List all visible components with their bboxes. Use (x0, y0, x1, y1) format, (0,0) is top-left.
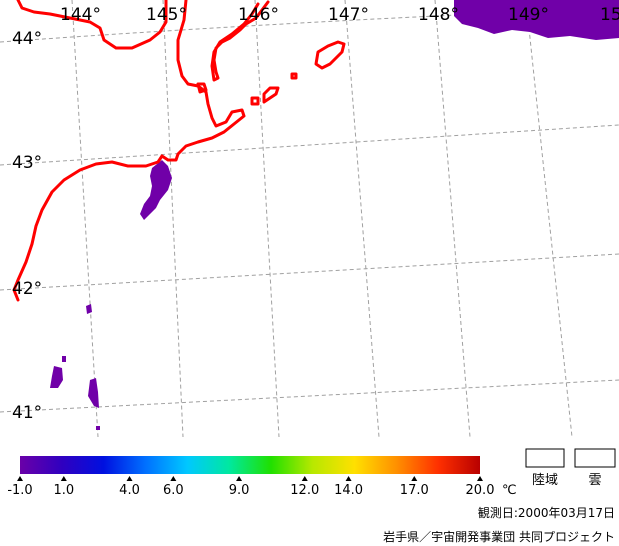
colorbar-gradient (20, 456, 480, 474)
map-area (0, 0, 619, 437)
cold-water-patch-northeast (454, 0, 619, 40)
graticule (0, 0, 619, 438)
colorbar-ticks: -1.0 1.0 4.0 6.0 9.0 12.0 14.0 17.0 20.0 (7, 476, 494, 498)
coastlines (12, 0, 346, 302)
hokkaido-north-coast (16, 0, 168, 50)
small-islet (196, 82, 208, 94)
cold-water-patch-small-2 (50, 366, 63, 388)
shiretoko-peninsula (210, 0, 270, 82)
colorbar: -1.0 1.0 4.0 6.0 9.0 12.0 14.0 17.0 20.0 ℃ (7, 456, 517, 498)
cold-water-patch-small-5 (96, 426, 100, 430)
colorbar-tick-label: 6.0 (163, 483, 184, 498)
habomai-islet (250, 96, 260, 106)
credit-text: 岩手県／宇宙開発事業団 共同プロジェクト (383, 530, 615, 544)
longitude-label: 149° (508, 5, 549, 25)
colorbar-tick-mark (126, 476, 133, 481)
latitude-line-42 (0, 253, 619, 291)
latitude-label: 42° (12, 279, 42, 299)
colorbar-tick-mark (477, 476, 483, 481)
longitude-line-149 (525, 0, 573, 438)
longitude-label: 145° (146, 5, 187, 25)
colorbar-tick-label: 17.0 (400, 483, 429, 498)
colorbar-tick-mark (345, 476, 352, 481)
latitude-label: 41° (12, 403, 42, 423)
longitude-label: 147° (328, 5, 369, 25)
legend: 陸域 雲 (525, 448, 616, 488)
colorbar-tick-label: 1.0 (53, 483, 74, 498)
cold-water-patch-small-3 (88, 378, 99, 408)
colorbar-tick-mark (411, 476, 418, 481)
colorbar-tick-label: -1.0 (7, 483, 32, 498)
longitude-line-148 (434, 0, 471, 438)
latitude-line-41 (0, 379, 619, 413)
land-legend-label: 陸域 (532, 472, 558, 488)
latitude-label: 43° (12, 153, 42, 173)
colorbar-tick-mark (301, 476, 308, 481)
colorbar-unit: ℃ (502, 483, 517, 498)
colorbar-tick-label: 9.0 (229, 483, 250, 498)
longitude-line-145 (162, 0, 184, 438)
longitude-label: 148° (418, 5, 459, 25)
etorofu-island (314, 40, 346, 70)
colorbar-tick-label: 20.0 (466, 483, 495, 498)
colorbar-tick-label: 4.0 (119, 483, 140, 498)
colorbar-tick-label: 12.0 (290, 483, 319, 498)
longitude-label: 144° (60, 5, 101, 25)
cold-water-patch-small-1 (86, 304, 92, 314)
hokkaido-east-coast (12, 0, 246, 302)
kunashiri-islet (290, 72, 298, 80)
colorbar-tick-mark (60, 476, 67, 481)
observation-date: 観測日:2000年03月17日 (477, 506, 615, 520)
cold-water-patch-small-4 (62, 356, 66, 362)
latitude-label: 44° (12, 29, 42, 49)
longitude-label: 15 (600, 5, 619, 25)
cloud-legend-swatch (574, 448, 616, 468)
cold-water-regions (50, 0, 619, 430)
cold-water-patch-nemuro (140, 160, 172, 220)
latitude-line-43 (0, 124, 619, 166)
longitude-line-144 (71, 0, 99, 438)
longitude-labels: 144° 145° 146° 147° 148° 149° 15 (60, 5, 619, 25)
colorbar-tick-mark (17, 476, 23, 481)
latitude-labels: 44° 43° 42° 41° (12, 29, 42, 423)
cloud-legend-label: 雲 (588, 473, 601, 488)
longitude-line-147 (344, 0, 380, 438)
longitude-line-146 (254, 0, 280, 438)
colorbar-tick-label: 14.0 (334, 483, 363, 498)
colorbar-tick-mark (236, 476, 243, 481)
longitude-label: 146° (238, 5, 279, 25)
colorbar-tick-mark (170, 476, 177, 481)
shikotan-island (262, 86, 280, 104)
land-legend-swatch (525, 448, 565, 468)
